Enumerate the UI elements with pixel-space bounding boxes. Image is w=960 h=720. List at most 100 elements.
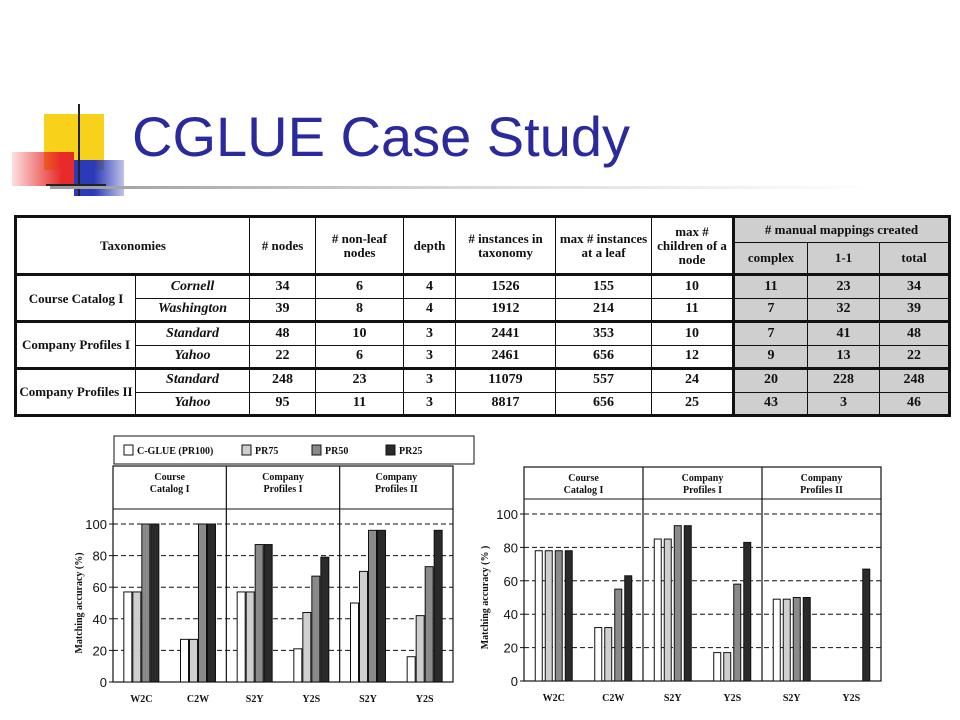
bar <box>673 525 682 682</box>
header-max-instances: max # instances at a leaf <box>555 215 653 277</box>
bar <box>236 591 246 683</box>
cell-depth: 4 <box>403 274 457 299</box>
group-label: Course <box>568 473 599 484</box>
table-row: Washington 39 8 4 1912 214 11 7 32 39 <box>16 297 951 323</box>
header-nodes: # nodes <box>249 215 317 277</box>
bar <box>554 550 563 682</box>
bar <box>614 588 623 682</box>
deco-horizontal-line <box>46 184 106 186</box>
cell-max_children: 12 <box>651 344 735 370</box>
cell-max_children: 10 <box>651 274 735 299</box>
cell-nonleaf: 10 <box>315 320 405 346</box>
bar <box>782 598 791 682</box>
cell-depth: 3 <box>403 344 457 370</box>
group-label: Company <box>682 473 724 484</box>
cell-instances: 8817 <box>455 391 557 417</box>
bar <box>862 568 871 682</box>
cell-nonleaf: 23 <box>315 367 405 393</box>
cell-one_one: 23 <box>807 274 881 299</box>
bar <box>123 591 133 683</box>
legend-box <box>113 435 475 465</box>
bar <box>368 529 377 683</box>
plot-frame <box>523 466 882 682</box>
bar <box>293 648 303 683</box>
cell-depth: 3 <box>403 320 457 346</box>
x-tick-label: S2Y <box>246 694 265 705</box>
group-label: Catalog I <box>150 484 190 495</box>
cell-nodes: 48 <box>249 320 317 346</box>
taxonomy-name-cell: Standard <box>134 367 251 393</box>
bar <box>663 538 672 682</box>
cell-one_one: 228 <box>807 367 881 393</box>
bar <box>743 541 752 682</box>
bar <box>302 611 312 683</box>
bar <box>594 627 603 682</box>
cell-depth: 4 <box>403 297 457 323</box>
bar <box>377 529 386 683</box>
group-label: Catalog I <box>564 485 604 496</box>
cell-depth: 3 <box>403 367 457 393</box>
group-label: Profiles I <box>264 484 303 495</box>
header-taxonomies: Taxonomies <box>14 215 251 277</box>
x-tick-label: Y2S <box>842 693 860 704</box>
header-total: total <box>879 241 951 277</box>
cell-max_children: 11 <box>651 297 735 323</box>
x-tick-label: Y2S <box>723 693 741 704</box>
bar <box>207 523 216 683</box>
cell-total: 48 <box>879 320 951 346</box>
table-row: Company Profiles II Standard 248 23 3 11079 55… <box>15 367 951 416</box>
cell-max_inst: 656 <box>555 391 653 417</box>
cell-nonleaf: 6 <box>315 274 405 299</box>
taxonomy-name-cell: Yahoo <box>134 344 251 370</box>
plot-frame <box>112 465 454 683</box>
y-tick-label: 100 <box>85 517 107 532</box>
y-tick-label: 0 <box>511 674 518 689</box>
cell-nonleaf: 8 <box>315 297 405 323</box>
x-tick-label: S2Y <box>783 693 802 704</box>
header-depth: depth <box>403 215 457 277</box>
y-tick-label: 80 <box>93 549 107 564</box>
y-axis-label: Matching accuracy (% ) <box>480 546 491 650</box>
y-axis-label: Matching accuracy (%) <box>74 552 85 653</box>
group-name-cell: Company Profiles I <box>15 320 136 370</box>
cell-one_one: 13 <box>807 344 881 370</box>
table-row: Yahoo 22 6 3 2461 656 12 9 13 22 <box>16 344 951 370</box>
bar <box>604 627 613 682</box>
cell-instances: 2461 <box>455 344 557 370</box>
bar <box>564 550 573 682</box>
cell-total: 22 <box>879 344 951 370</box>
bar <box>723 652 732 682</box>
cell-nodes: 22 <box>249 344 317 370</box>
cell-one_one: 32 <box>807 297 881 323</box>
group-label: Profiles I <box>683 485 722 496</box>
bar <box>534 550 543 682</box>
bar <box>733 583 742 682</box>
y-tick-label: 80 <box>504 540 518 555</box>
taxonomy-name-cell: Yahoo <box>134 391 251 417</box>
bar <box>141 523 151 683</box>
bar <box>792 597 801 682</box>
bar <box>263 544 273 683</box>
table-row: Course Catalog I Cornell 34 6 4 1526 155 10 11 23… <box>15 274 951 323</box>
group-label: Company <box>262 472 304 483</box>
bar <box>254 544 264 683</box>
x-tick-label: W2C <box>543 693 565 704</box>
cell-complex: 7 <box>732 320 809 346</box>
cell-max_children: 25 <box>651 391 735 417</box>
header-one-one: 1-1 <box>807 241 881 277</box>
cell-depth: 3 <box>403 391 457 417</box>
deco-vertical-line <box>78 104 80 196</box>
cell-instances: 1912 <box>455 297 557 323</box>
header-nonleaf: # non-leaf nodes <box>315 215 405 277</box>
y-tick-label: 100 <box>496 507 518 522</box>
bar <box>406 656 416 683</box>
slide-title: CGLUE Case Study <box>132 105 630 168</box>
bar <box>132 591 142 683</box>
cell-total: 248 <box>879 367 951 393</box>
y-tick-label: 0 <box>100 675 107 690</box>
bar <box>150 523 160 683</box>
group-label: Company <box>375 472 417 483</box>
legend-label: PR75 <box>255 446 278 457</box>
taxonomy-name-cell: Washington <box>134 297 251 323</box>
